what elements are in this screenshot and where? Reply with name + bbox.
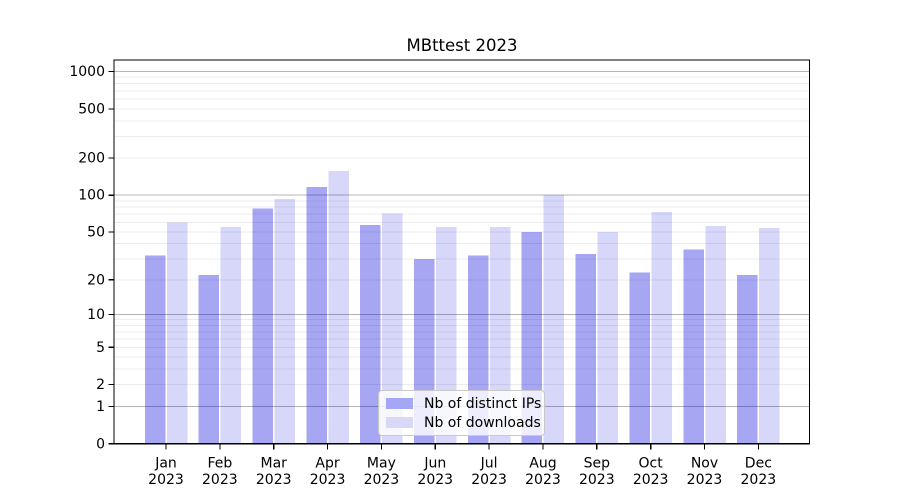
- x-tick-label-month: Dec: [745, 456, 772, 472]
- legend-item-downloads: Nb of downloads: [386, 416, 541, 430]
- x-tick-label-year: 2023: [687, 472, 723, 488]
- x-tick-label-year: 2023: [633, 472, 669, 488]
- y-tick-label: 2: [96, 377, 105, 393]
- bar-downloads-jun-2023: [436, 226, 457, 444]
- legend-item-distinct-ips: Nb of distinct IPs: [386, 397, 541, 411]
- y-tick-label: 1000: [69, 64, 105, 80]
- x-tick-label-year: 2023: [148, 472, 184, 488]
- x-tick-label-year: 2023: [741, 472, 777, 488]
- bar-downloads-may-2023: [382, 213, 403, 444]
- legend-swatch-distinct-ips: [386, 398, 413, 409]
- bar-downloads-sep-2023: [597, 231, 619, 444]
- bar-distinct-ips-sep-2023: [575, 253, 597, 444]
- bar-distinct-ips-may-2023: [360, 225, 381, 444]
- x-tick-label-month: Jul: [480, 456, 498, 472]
- x-tick-label-year: 2023: [579, 472, 615, 488]
- bar-distinct-ips-jan-2023: [144, 255, 166, 444]
- y-tick-label: 20: [87, 272, 105, 288]
- x-tick-label-month: Jan: [154, 456, 177, 472]
- x-tick-label-year: 2023: [417, 472, 453, 488]
- bar-downloads-nov-2023: [705, 225, 726, 444]
- x-tick-label-year: 2023: [202, 472, 238, 488]
- bar-downloads-aug-2023: [543, 195, 565, 444]
- y-tick-label: 0: [96, 436, 105, 452]
- y-tick-label: 1: [96, 399, 105, 415]
- x-tick-label-year: 2023: [471, 472, 507, 488]
- legend-label-distinct-ips: Nb of distinct IPs: [424, 395, 542, 412]
- x-tick-label-month: May: [367, 456, 396, 472]
- y-tick-label: 5: [96, 340, 105, 356]
- bar-downloads-dec-2023: [759, 227, 780, 444]
- bar-downloads-jul-2023: [489, 226, 511, 444]
- plot-frame: [113, 59, 811, 445]
- legend-label-downloads: Nb of downloads: [424, 414, 541, 431]
- x-tick-label-year: 2023: [525, 472, 561, 488]
- bar-distinct-ips-mar-2023: [252, 208, 273, 444]
- bar-distinct-ips-nov-2023: [683, 249, 704, 444]
- x-tick-label-year: 2023: [256, 472, 292, 488]
- chart-title: MBttest 2023: [406, 36, 518, 55]
- bar-distinct-ips-apr-2023: [306, 186, 327, 444]
- x-tick-label-month: Feb: [207, 456, 232, 472]
- x-tick-label-month: Apr: [315, 456, 339, 472]
- x-tick-label-month: Aug: [529, 456, 556, 472]
- bar-distinct-ips-feb-2023: [198, 274, 220, 444]
- bar-distinct-ips-dec-2023: [737, 274, 758, 444]
- x-tick-label-month: Oct: [639, 456, 664, 472]
- y-tick-label: 200: [78, 151, 105, 167]
- x-tick-label-month: Jun: [423, 456, 446, 472]
- x-tick-label-month: Sep: [584, 456, 611, 472]
- bar-distinct-ips-oct-2023: [629, 272, 650, 444]
- y-tick-label: 100: [78, 188, 105, 204]
- bar-downloads-jan-2023: [166, 222, 188, 444]
- bar-downloads-feb-2023: [220, 226, 242, 444]
- x-tick-label-year: 2023: [310, 472, 346, 488]
- bar-downloads-mar-2023: [274, 199, 295, 444]
- y-tick-label: 50: [87, 224, 105, 240]
- x-tick-label-month: Mar: [260, 456, 287, 472]
- x-tick-label-month: Nov: [691, 456, 718, 472]
- legend: Nb of distinct IPs Nb of downloads: [378, 390, 545, 436]
- x-tick-label-year: 2023: [364, 472, 400, 488]
- legend-swatch-downloads: [386, 417, 413, 428]
- y-tick-label: 10: [87, 307, 105, 323]
- bar-downloads-apr-2023: [328, 171, 349, 444]
- y-tick-label: 500: [78, 101, 105, 117]
- bar-downloads-oct-2023: [651, 211, 672, 444]
